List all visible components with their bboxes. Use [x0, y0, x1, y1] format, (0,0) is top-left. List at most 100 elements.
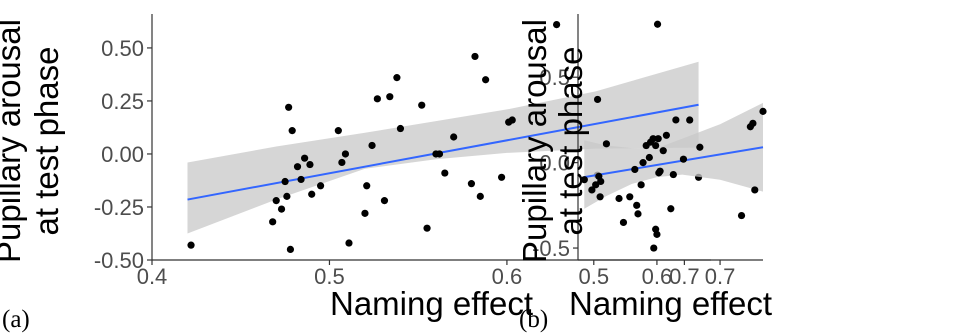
data-point [653, 230, 661, 238]
data-point [467, 180, 476, 188]
data-point [269, 218, 277, 226]
x-tick-label: 0.6 [642, 264, 673, 289]
data-point [619, 218, 628, 227]
data-point [580, 176, 588, 184]
x-tick-label: 0.6 [492, 264, 523, 289]
y-tick-label: -0.25 [94, 195, 144, 220]
y-tick-label: 0.50 [101, 36, 144, 61]
data-point [615, 194, 623, 203]
data-point [423, 224, 431, 232]
data-point [686, 116, 694, 124]
data-point [368, 141, 376, 150]
data-point [749, 119, 757, 127]
panel-label: (b) [519, 306, 548, 333]
y-tick-label: 0.00 [101, 142, 144, 167]
y-axis-title-line: Pupillary arousal [516, 19, 553, 263]
data-point [345, 239, 353, 247]
panel-b: 0.5 0.6 0.7 0.5 0.0 -0.5 Naming effect Pupillar… [516, 14, 772, 333]
data-point [363, 182, 371, 190]
data-point [596, 193, 604, 201]
data-point [602, 140, 611, 148]
y-axis-title-line: at test phase [28, 47, 65, 236]
data-point [631, 165, 639, 174]
data-point [476, 192, 484, 200]
data-point [418, 101, 426, 109]
data-point [759, 107, 767, 115]
data-point [669, 170, 677, 179]
data-point [285, 103, 293, 111]
confidence-band [584, 102, 763, 209]
data-point [297, 175, 305, 184]
data-point [334, 127, 342, 135]
data-point [597, 177, 605, 186]
data-point [626, 193, 634, 201]
x-tick-label: 0.7 [705, 264, 736, 289]
data-point [380, 197, 389, 205]
y-tick-label: 0.5 [539, 65, 570, 90]
data-point [288, 127, 296, 135]
data-point [652, 141, 660, 150]
regression-line [584, 146, 764, 179]
data-point [308, 190, 316, 198]
data-point [316, 182, 325, 190]
x-tick-label: 0.5 [578, 264, 609, 289]
data-point [508, 116, 516, 124]
y-tick-label: -0.5 [532, 236, 570, 261]
data-point [649, 135, 657, 143]
data-point [306, 160, 314, 169]
y-axis-title-line: at test phase [552, 47, 589, 236]
data-point [450, 133, 458, 141]
data-point [482, 76, 490, 84]
y-tick-label: 0.0 [539, 151, 570, 176]
panel-a: 0.4 0.5 0.6 0.70.500.250.00-0.25-0.50Naming… [0, 14, 711, 333]
data-point [396, 124, 405, 133]
y-axis-title-line: Pupillary arousal [0, 19, 27, 263]
data-point [338, 158, 346, 167]
data-point [592, 181, 600, 189]
data-point [662, 131, 670, 139]
data-point [653, 20, 662, 28]
data-point [659, 147, 667, 155]
data-point [696, 143, 704, 151]
y-tick-label: -0.50 [94, 248, 144, 273]
data-point [301, 154, 309, 162]
data-point [341, 150, 350, 158]
data-point [639, 159, 647, 167]
x-axis-title: Naming effect [569, 285, 772, 322]
data-point [435, 150, 444, 158]
y-tick-label: 0.25 [101, 89, 144, 114]
data-point [277, 205, 286, 213]
data-point [283, 192, 291, 200]
data-point [672, 116, 680, 124]
data-point [634, 210, 642, 218]
regression-line [187, 103, 699, 201]
x-tick-label: 0.5 [314, 264, 345, 289]
data-point [679, 155, 688, 163]
data-point [553, 21, 561, 29]
data-point [650, 244, 658, 252]
data-point [393, 74, 401, 82]
data-point [441, 169, 449, 177]
data-point [588, 186, 596, 194]
data-point [751, 186, 759, 194]
panel-label: (a) [2, 306, 30, 333]
data-point [654, 135, 662, 143]
data-point [187, 241, 195, 249]
data-point [497, 173, 506, 181]
x-tick-label: 0.4 [137, 264, 168, 289]
data-point [281, 177, 289, 186]
data-point [637, 181, 645, 189]
data-point [293, 163, 302, 171]
data-point [286, 245, 295, 253]
data-point [361, 209, 369, 217]
data-point [373, 95, 381, 103]
data-point [593, 95, 602, 104]
data-point [645, 153, 653, 162]
data-point [386, 93, 394, 101]
data-point [471, 52, 479, 61]
data-point [633, 201, 641, 209]
data-point [667, 205, 675, 213]
x-axis-title: Naming effect [330, 285, 533, 322]
data-point [737, 211, 746, 220]
